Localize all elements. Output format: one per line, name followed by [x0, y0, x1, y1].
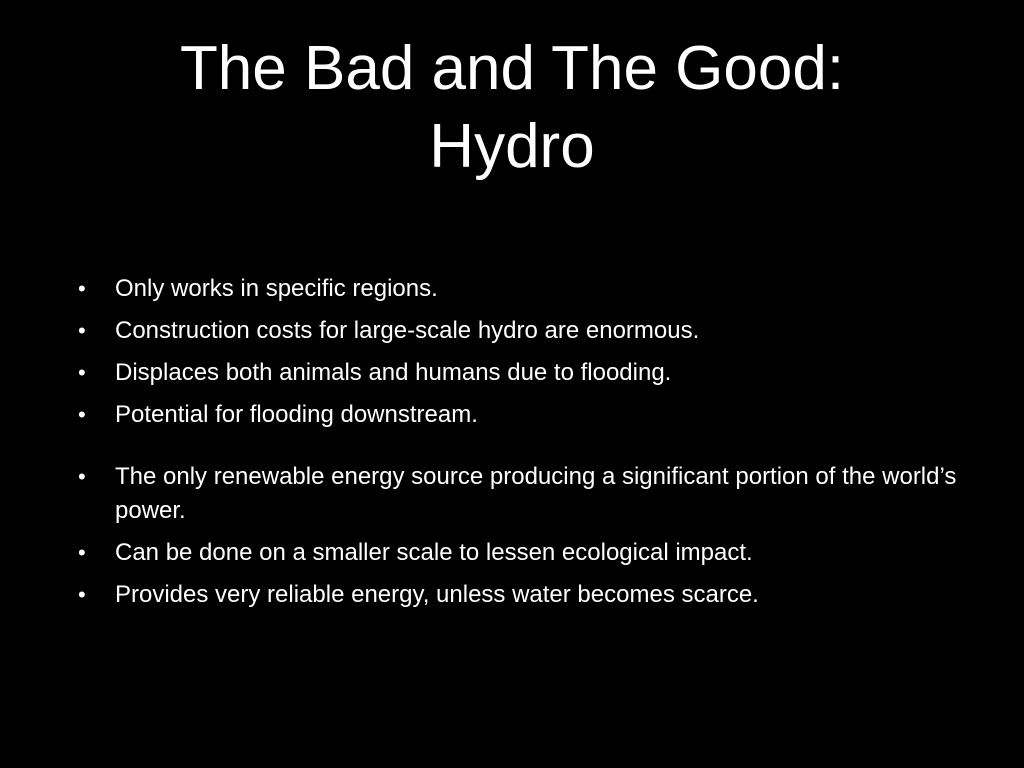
bullet-icon: • — [78, 464, 86, 489]
bullet-icon: • — [78, 582, 86, 607]
bad-point-item: • Only works in specific regions. — [78, 272, 958, 306]
title-line-1: The Bad and The Good: — [179, 34, 845, 103]
bad-point-item: • Potential for flooding downstream. — [78, 398, 958, 432]
bad-point-text: Construction costs for large-scale hydro… — [115, 317, 700, 344]
bad-point-item: • Construction costs for large-scale hyd… — [78, 314, 958, 348]
bullet-icon: • — [78, 318, 86, 343]
bullet-list: • Only works in specific regions. • Cons… — [78, 272, 958, 620]
bad-point-text: Potential for flooding downstream. — [115, 401, 478, 428]
bullet-icon: • — [78, 540, 86, 565]
good-point-item: • The only renewable energy source produ… — [78, 460, 958, 528]
good-point-item: • Provides very reliable energy, unless … — [78, 578, 958, 612]
good-point-item: • Can be done on a smaller scale to less… — [78, 536, 958, 570]
bad-point-text: Only works in specific regions. — [115, 275, 438, 302]
bullet-icon: • — [78, 276, 86, 301]
slide-title: The Bad and The Good: Hydro — [40, 30, 984, 186]
good-point-text: The only renewable energy source produci… — [115, 463, 957, 524]
good-point-text: Provides very reliable energy, unless wa… — [115, 581, 759, 608]
bullet-icon: • — [78, 360, 86, 385]
bad-point-text: Displaces both animals and humans due to… — [115, 359, 672, 386]
title-line-2: Hydro — [429, 112, 595, 181]
good-point-text: Can be done on a smaller scale to lessen… — [115, 539, 753, 566]
bad-point-item: • Displaces both animals and humans due … — [78, 356, 958, 390]
bullet-icon: • — [78, 402, 86, 427]
